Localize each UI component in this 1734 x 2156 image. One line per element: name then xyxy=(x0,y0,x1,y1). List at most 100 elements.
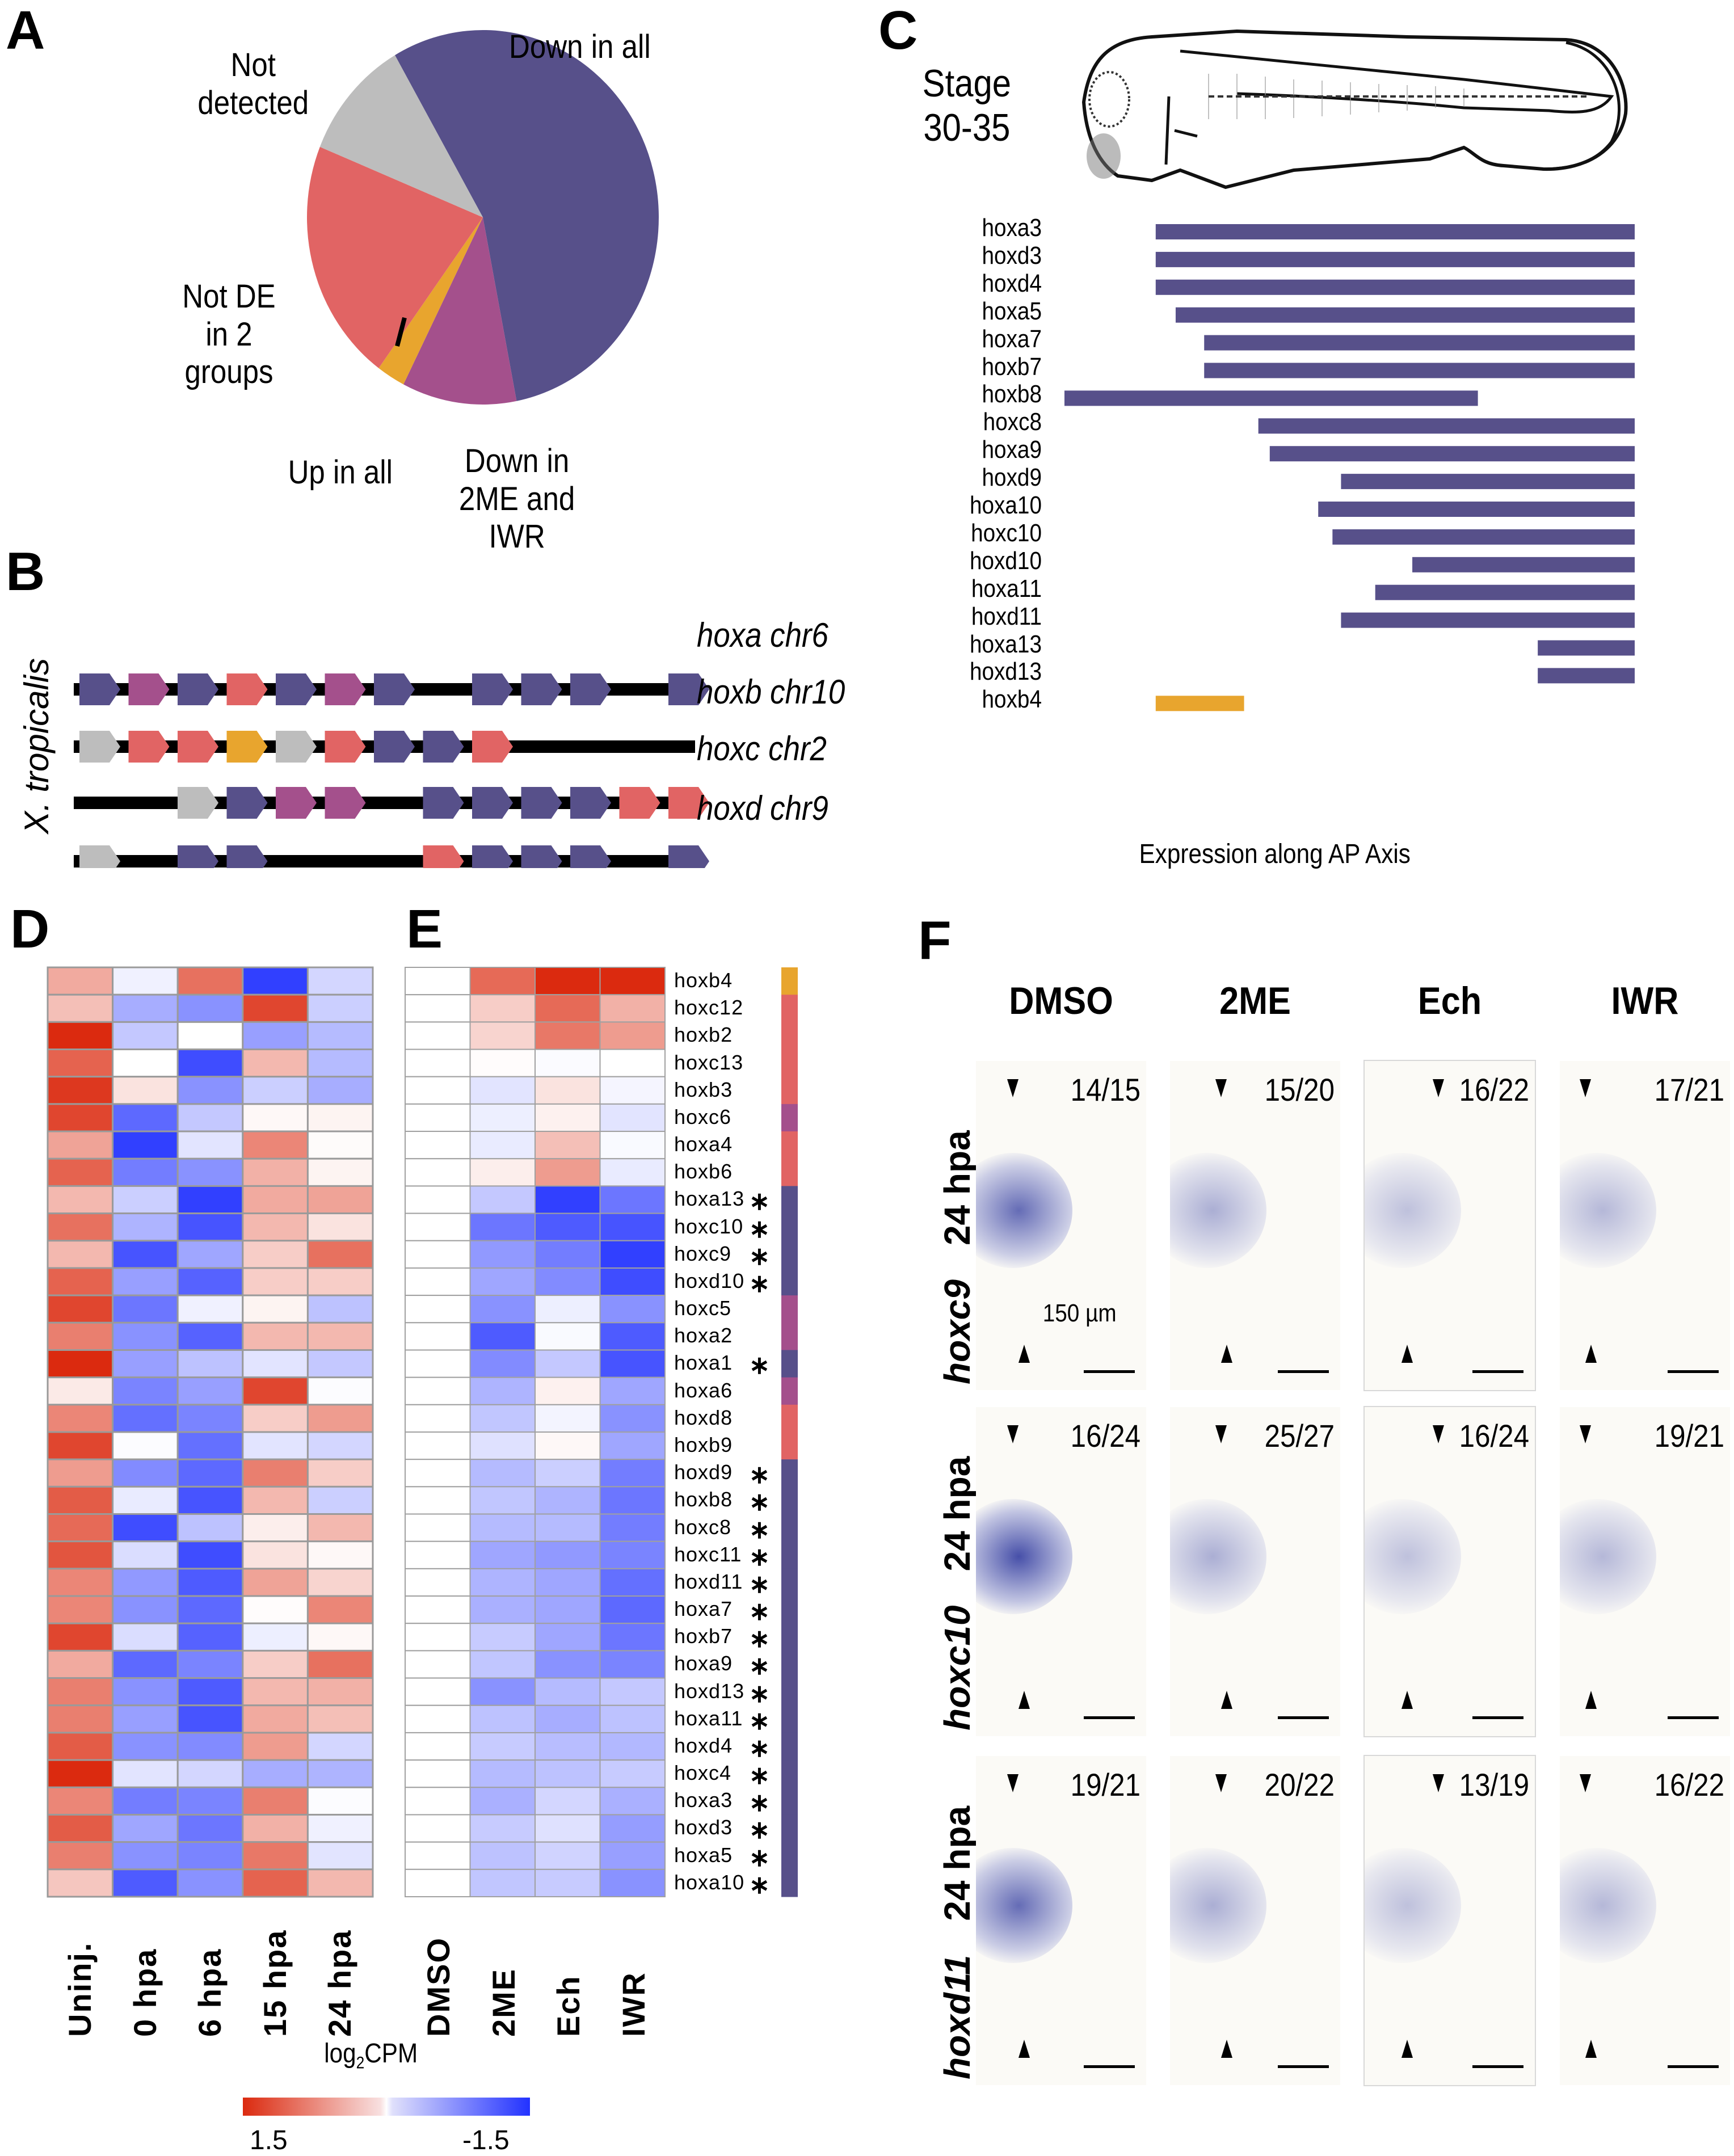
panel-letter-d: D xyxy=(10,899,50,959)
significance-star: ∗ xyxy=(749,1789,771,1817)
heatmap-e-cell xyxy=(469,1322,536,1351)
scale-bar xyxy=(1668,1370,1719,1373)
heatmap-d-cell xyxy=(112,1212,179,1242)
heatmap-e-gene-label: hoxc10 xyxy=(674,1214,744,1238)
heatmap-e-gene-label: hoxc9 xyxy=(674,1241,732,1265)
heatmap-e-gene-label: hoxb6 xyxy=(674,1160,733,1184)
heatmap-d-cell xyxy=(47,1349,114,1379)
heatmap-d-cell xyxy=(176,966,244,996)
heatmap-d-column-label: 24 hpa xyxy=(322,1929,358,2037)
heatmap-e-cell xyxy=(469,1704,536,1733)
arrowhead-icon xyxy=(1215,1774,1227,1792)
heatmap-d-cell xyxy=(176,1704,244,1734)
heatmap-d-cell xyxy=(47,1021,114,1051)
heatmap-d-cell xyxy=(47,1321,114,1351)
pie-slice-up-in-all xyxy=(378,217,483,385)
heatmap-e-cell xyxy=(534,1048,601,1077)
category-bar-segment xyxy=(781,1787,798,1815)
heatmap-d-cell xyxy=(306,1212,374,1242)
heatmap-e-cell xyxy=(469,1404,536,1433)
heatmap-d-cell xyxy=(47,1185,114,1215)
heatmap-e-cell xyxy=(469,1103,536,1132)
ap-bar-hoxa11 xyxy=(1375,584,1635,600)
heatmap-d-cell xyxy=(242,1677,309,1707)
heatmap-e-cell xyxy=(534,1103,601,1132)
heatmap-d-cell xyxy=(242,1431,309,1460)
heatmap-e-column-label: DMSO xyxy=(420,1937,456,2037)
heatmap-d-cell xyxy=(242,1376,309,1406)
category-bar-segment xyxy=(781,1022,798,1050)
ap-bar-hoxb4 xyxy=(1155,696,1244,711)
heatmap-d-cell xyxy=(47,993,114,1023)
ish-stage: 24 hpa xyxy=(937,1805,978,1921)
ish-image-panel xyxy=(976,1756,1146,2085)
ish-stain xyxy=(1170,1499,1266,1615)
heatmap-e-gene-label: hoxb8 xyxy=(674,1488,733,1511)
category-bar-segment xyxy=(781,1541,798,1569)
heatmap-e-cell xyxy=(534,1295,601,1324)
heatmap-e-cell xyxy=(405,1021,471,1050)
pie-chart xyxy=(307,30,659,405)
heatmap-d-cell xyxy=(176,1048,244,1078)
category-bar-segment xyxy=(781,967,798,995)
category-bar-segment xyxy=(781,1568,798,1597)
category-bar-segment xyxy=(781,1705,798,1733)
heatmap-e-cell xyxy=(599,1021,666,1050)
heatmap-d-cell xyxy=(242,966,309,996)
heatmap-e-cell xyxy=(405,1431,471,1460)
scale-bar xyxy=(1472,2065,1523,2068)
heatmap-e-cell xyxy=(469,994,536,1023)
panel-letter-e: E xyxy=(406,899,443,959)
arrowhead-icon xyxy=(1433,1774,1444,1792)
ish-fraction: 13/19 xyxy=(1459,1767,1529,1803)
ish-stain xyxy=(1365,1848,1461,1964)
heatmap-d xyxy=(47,966,374,1898)
heatmap-d-cell xyxy=(242,1240,309,1269)
arrowhead-icon xyxy=(1007,1774,1018,1792)
heatmap-e-cell xyxy=(469,1868,536,1897)
heatmap-d-cell xyxy=(47,966,114,996)
heatmap-d-cell xyxy=(176,1732,244,1761)
gene-arrow-down-in-all xyxy=(521,673,562,705)
heatmap-e-cell xyxy=(599,1704,666,1733)
heatmap-d-cell xyxy=(176,1841,244,1871)
cluster-label-hoxd: hoxd chr9 xyxy=(697,789,828,827)
heatmap-d-cell xyxy=(306,1868,374,1898)
ap-gene-label: hoxd9 xyxy=(982,464,1042,492)
arrowhead-icon xyxy=(1018,1345,1030,1363)
heatmap-d-cell xyxy=(306,1321,374,1351)
heatmap-e-cell xyxy=(534,1486,601,1515)
arrowhead-icon xyxy=(1221,2040,1232,2058)
arrowhead-icon xyxy=(1007,1425,1018,1443)
heatmap-d-cell xyxy=(176,1076,244,1105)
heatmap-e-gene-label: hoxa9 xyxy=(674,1652,733,1675)
ish-image-panel xyxy=(1560,1407,1730,1736)
ish-fraction: 19/21 xyxy=(1654,1418,1724,1454)
gene-arrow-down-in-all xyxy=(226,787,268,819)
heatmap-d-cell xyxy=(112,1267,179,1296)
heatmap-e-cell xyxy=(599,1349,666,1378)
heatmap-d-cell xyxy=(242,1212,309,1242)
ap-gene-label: hoxc10 xyxy=(971,519,1042,547)
gene-arrow-not-detected xyxy=(178,787,218,819)
heatmap-d-cell xyxy=(176,1458,244,1488)
heatmap-e-gene-label: hoxb3 xyxy=(674,1077,733,1101)
heatmap-e-cell xyxy=(405,1267,471,1296)
heatmap-d-cell xyxy=(112,1458,179,1488)
arrowhead-icon xyxy=(1221,1691,1232,1709)
heatmap-e-cell xyxy=(469,1677,536,1706)
heatmap-e-cell xyxy=(469,1486,536,1515)
heatmap-e-cell xyxy=(405,1759,471,1788)
gene-arrow-down-in-all xyxy=(521,787,562,819)
ish-stain xyxy=(976,1499,1072,1615)
heatmap-e-gene-label: hoxd4 xyxy=(674,1733,733,1757)
scale-bar xyxy=(1472,1370,1523,1373)
heatmap-d-cell xyxy=(47,1485,114,1515)
category-bar-segment xyxy=(781,1049,798,1077)
heatmap-e-cell xyxy=(534,1814,601,1843)
heatmap-d-cell xyxy=(242,1595,309,1624)
heatmap-e-cell xyxy=(405,1295,471,1324)
heatmap-e-cell xyxy=(405,1814,471,1843)
heatmap-d-cell xyxy=(47,1677,114,1707)
heatmap-d-cell xyxy=(242,1185,309,1215)
